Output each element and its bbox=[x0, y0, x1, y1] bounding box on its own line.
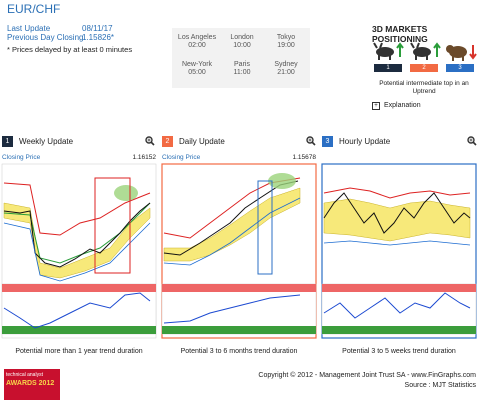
daily-chart bbox=[161, 163, 317, 339]
world-clock-panel: Los Angeles 02:00 London 10:00 Tokyo 19:00 … bbox=[172, 28, 310, 88]
hourly-chart bbox=[321, 163, 477, 339]
weekly-chart bbox=[1, 163, 157, 339]
clock-new-york: New-York 05:00 bbox=[181, 61, 213, 76]
clock-tokyo: Tokyo 19:00 bbox=[276, 34, 296, 49]
charts-area bbox=[1, 163, 477, 339]
zoom-icon[interactable] bbox=[467, 136, 477, 146]
bear-icon bbox=[446, 45, 467, 61]
weekly-caption: Potential more than 1 year trend duratio… bbox=[15, 348, 143, 355]
up-arrow-icon bbox=[396, 42, 404, 57]
up-arrow-icon bbox=[433, 42, 441, 57]
daily-closing-value: 1.15678 bbox=[292, 154, 317, 161]
daily-header: 2 Daily Update bbox=[162, 136, 316, 147]
hourly-caption: Potential 3 to 5 weeks trend duration bbox=[342, 348, 456, 355]
source-text: Source : MJT Statistics bbox=[404, 382, 476, 389]
daily-closing-label: Closing Price bbox=[162, 154, 201, 161]
page-title: EUR/CHF bbox=[7, 2, 61, 16]
hourly-header: 3 Hourly Update bbox=[322, 136, 476, 147]
award-logo: technical analyst AWARDS 2012 bbox=[4, 369, 60, 400]
plus-icon: + bbox=[372, 102, 380, 110]
weekly-closing-value: 1.16152 bbox=[132, 154, 157, 161]
clock-los-angeles: Los Angeles 02:00 bbox=[177, 34, 217, 49]
prev-close-value: 1.15826* bbox=[82, 33, 115, 42]
hourly-title: Hourly Update bbox=[339, 137, 391, 146]
clock-london: London 10:00 bbox=[230, 34, 254, 49]
bull-icon bbox=[373, 42, 394, 60]
zoom-icon[interactable] bbox=[145, 136, 155, 146]
position-box-3: 3 bbox=[446, 64, 474, 72]
clock-sydney: Sydney 21:00 bbox=[274, 61, 298, 76]
weekly-badge: 1 bbox=[2, 136, 13, 147]
clock-paris: Paris 11:00 bbox=[233, 61, 251, 76]
position-box-2: 2 bbox=[410, 64, 438, 72]
daily-badge: 2 bbox=[162, 136, 173, 147]
prev-close-label: Previous Day Closing bbox=[7, 33, 84, 42]
last-update-value: 08/11/17 bbox=[82, 24, 113, 33]
explanation-link[interactable]: + Explanation bbox=[372, 102, 421, 110]
weekly-title: Weekly Update bbox=[19, 137, 74, 146]
weekly-header: 1 Weekly Update bbox=[2, 136, 156, 147]
last-update-label: Last Update bbox=[7, 24, 51, 33]
down-arrow-icon bbox=[469, 45, 477, 60]
positioning-animals bbox=[373, 42, 477, 61]
hourly-badge: 3 bbox=[322, 136, 333, 147]
weekly-closing-label: Closing Price bbox=[2, 154, 41, 161]
daily-title: Daily Update bbox=[179, 137, 225, 146]
bull-icon bbox=[410, 42, 431, 60]
copyright-text: Copyright © 2012 - Management Joint Trus… bbox=[258, 372, 476, 379]
positioning-title: 3D MARKETS POSITIONING bbox=[372, 24, 428, 44]
daily-caption: Potential 3 to 6 months trend duration bbox=[180, 348, 298, 355]
potential-text: Potential intermediate top in an Uptrend bbox=[379, 80, 469, 95]
delay-note: * Prices delayed by at least 0 minutes bbox=[7, 45, 133, 54]
position-box-1: 1 bbox=[374, 64, 402, 72]
zoom-icon[interactable] bbox=[306, 136, 316, 146]
